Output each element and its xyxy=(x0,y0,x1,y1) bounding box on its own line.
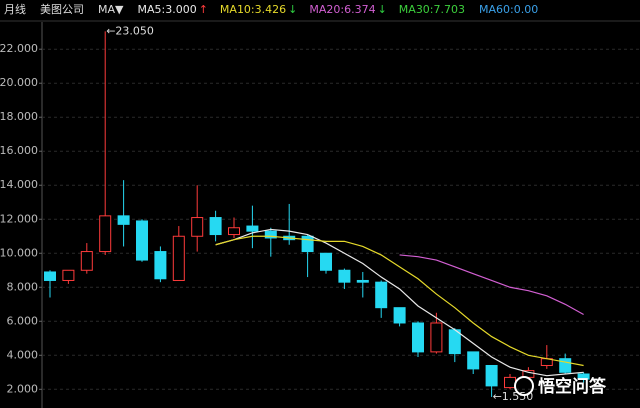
candle-body xyxy=(467,351,480,370)
candle-body xyxy=(228,227,240,236)
candle-body xyxy=(117,215,130,225)
candle-body xyxy=(375,281,388,309)
candle-body xyxy=(559,358,572,373)
legend-trend: ↓ xyxy=(288,3,297,16)
legend-entry: MA60:0.00 xyxy=(479,3,538,16)
company-label: 美图公司 xyxy=(40,3,84,16)
ma-line xyxy=(215,228,584,377)
low-annotation: ←1.550 xyxy=(493,390,534,403)
ma-line xyxy=(215,235,584,367)
candle-body xyxy=(356,279,369,283)
legend-entry: MA10:3.426 xyxy=(220,3,286,16)
candle-body xyxy=(393,307,406,324)
watermark-logo xyxy=(514,376,534,396)
legend-trend: ↑ xyxy=(199,3,208,16)
y-tick-label: 8.000 xyxy=(7,280,39,293)
y-tick-label: 22.000 xyxy=(0,42,38,55)
candle-body xyxy=(246,225,259,232)
legend-entry: MA5:3.000 xyxy=(137,3,196,16)
candle-body xyxy=(44,271,56,281)
candle-body xyxy=(136,220,148,261)
y-tick-label: 10.000 xyxy=(0,246,38,259)
candle-body xyxy=(172,235,185,281)
candle-body xyxy=(430,322,443,353)
candle-body xyxy=(577,373,590,380)
ma-line xyxy=(399,254,584,316)
indicator-label: MA▼ xyxy=(98,3,124,16)
candle-body xyxy=(99,215,112,253)
candle-body xyxy=(504,376,516,389)
candle-body xyxy=(154,251,167,280)
candle-body xyxy=(485,364,498,387)
high-annotation: ←23.050 xyxy=(106,24,154,37)
y-tick-label: 18.000 xyxy=(0,110,38,123)
candle-body xyxy=(80,251,93,271)
y-tick-label: 16.000 xyxy=(0,144,38,157)
y-tick-label: 20.000 xyxy=(0,76,38,89)
y-tick-label: 12.000 xyxy=(0,212,38,225)
candle-body xyxy=(264,230,277,239)
watermark: 悟空问答 xyxy=(538,376,607,397)
legend-entry: MA30:7.703 xyxy=(399,3,465,16)
candle-body xyxy=(209,217,222,236)
legend-entry: MA20:6.374 xyxy=(309,3,375,16)
y-tick-label: 14.000 xyxy=(0,178,38,191)
candle-body xyxy=(191,217,204,237)
candle-body xyxy=(62,269,75,281)
y-tick-label: 2.000 xyxy=(7,382,39,395)
y-tick-label: 6.000 xyxy=(7,314,39,327)
period-label: 月线 xyxy=(4,2,26,16)
candle-body xyxy=(320,252,332,271)
legend-trend: ↓ xyxy=(378,3,387,16)
candle-body xyxy=(338,269,351,283)
candle-body xyxy=(301,235,314,253)
candle-body xyxy=(412,322,424,353)
y-tick-label: 4.000 xyxy=(7,348,39,361)
